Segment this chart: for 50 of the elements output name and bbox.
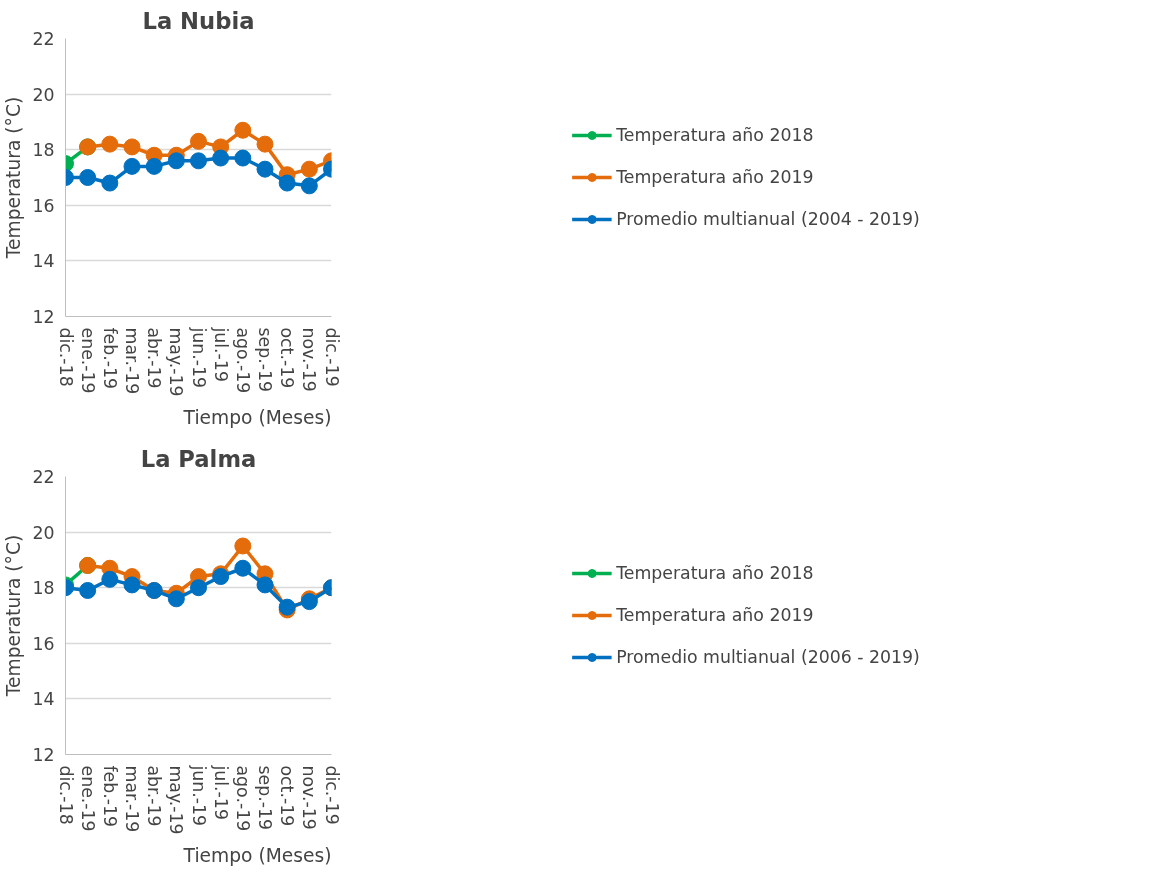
- y-tick-label: 12: [32, 745, 55, 765]
- y-axis-title: Temperatura (°C): [3, 534, 25, 698]
- x-tick-label: feb.-19: [99, 765, 120, 828]
- x-tick-label: dic.-18: [55, 327, 76, 387]
- legend-label: Temperatura año 2018: [616, 563, 814, 583]
- y-axis-title: Temperatura (°C): [3, 96, 25, 260]
- chart-title: La Palma: [140, 445, 257, 472]
- x-tick-label: jun.-19: [188, 764, 209, 827]
- x-tick-label: oct.-19: [277, 765, 298, 827]
- x-tick-label: sep.-19: [255, 765, 275, 830]
- y-tick-label: 14: [32, 251, 55, 272]
- legend-label: Temperatura año 2019: [616, 605, 814, 625]
- x-tick-label: jul.-19: [210, 764, 231, 820]
- x-tick-label: nov.-19: [299, 327, 320, 392]
- x-axis-title: Tiempo (Meses): [182, 406, 332, 428]
- chart-title: La Nubia: [142, 7, 255, 34]
- x-tick-label: dic.-19: [321, 765, 342, 825]
- y-tick-label: 20: [32, 84, 55, 105]
- legend-label: Promedio multianual (2006 - 2019): [616, 647, 920, 667]
- x-tick-label: abr.-19: [144, 765, 165, 827]
- x-tick-label: ene.-19: [77, 765, 98, 832]
- x-tick-label: feb.-19: [99, 327, 120, 390]
- x-axis-title: Tiempo (Meses): [182, 844, 332, 866]
- y-tick-label: 22: [32, 29, 55, 49]
- y-tick-label: 16: [32, 195, 55, 216]
- y-tick-label: 12: [32, 307, 55, 327]
- legend-label: Temperatura año 2018: [616, 125, 814, 145]
- x-tick-label: abr.-19: [144, 327, 165, 389]
- y-tick-label: 20: [32, 522, 55, 543]
- x-tick-label: nov.-19: [299, 765, 320, 830]
- x-tick-label: ago.-19: [232, 765, 253, 832]
- x-tick-label: dic.-18: [55, 765, 76, 825]
- x-tick-label: oct.-19: [277, 327, 298, 389]
- x-tick-label: ago.-19: [232, 327, 253, 394]
- x-tick-label: may.-19: [166, 765, 187, 835]
- x-tick-label: jun.-19: [188, 326, 209, 389]
- x-tick-label: may.-19: [166, 327, 187, 397]
- y-tick-label: 22: [32, 467, 55, 487]
- x-tick-label: mar.-19: [122, 765, 142, 833]
- y-tick-label: 14: [32, 689, 55, 710]
- x-tick-label: dic.-19: [321, 327, 342, 387]
- x-tick-label: jul.-19: [210, 326, 231, 382]
- y-tick-label: 18: [32, 140, 55, 161]
- x-tick-label: mar.-19: [122, 327, 142, 395]
- x-tick-label: ene.-19: [77, 327, 98, 394]
- y-tick-label: 16: [32, 633, 55, 654]
- legend-label: Temperatura año 2019: [616, 167, 814, 187]
- x-tick-label: sep.-19: [255, 327, 275, 392]
- legend-label: Promedio multianual (2004 - 2019): [616, 209, 920, 229]
- y-tick-label: 18: [32, 578, 55, 599]
